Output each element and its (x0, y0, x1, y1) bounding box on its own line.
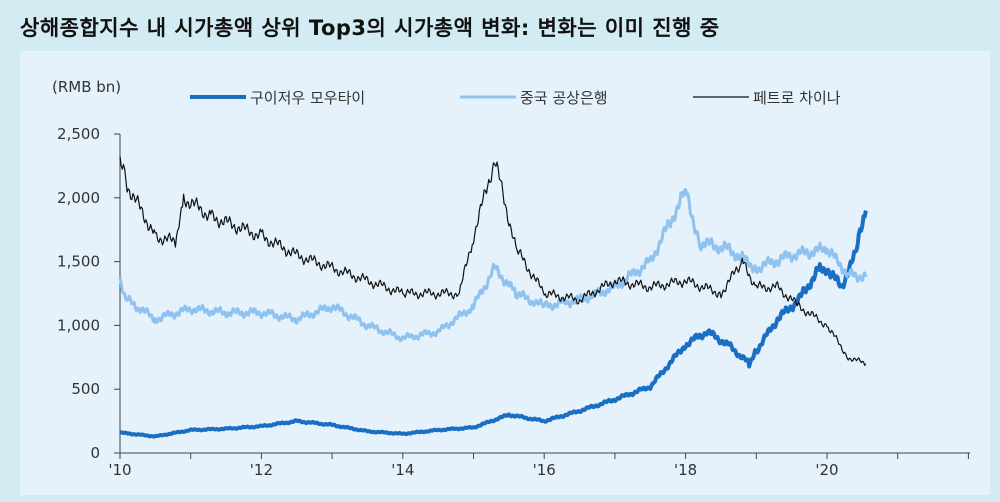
y-tick-label: 500 (71, 380, 100, 398)
y-tick-label: 2,500 (57, 125, 100, 143)
x-tick-label: '14 (391, 461, 414, 479)
x-tick-label: '18 (674, 461, 697, 479)
series-line-2 (119, 156, 867, 366)
legend-label-1: 중국 공상은행 (520, 89, 608, 107)
legend-label-2: 페트로 차이나 (753, 89, 841, 107)
legend-label-0: 구이저우 모우타이 (250, 89, 365, 107)
series-line-1 (118, 188, 868, 343)
y-tick-label: 2,000 (57, 189, 100, 207)
x-tick-label: '16 (533, 461, 556, 479)
page-title: 상해종합지수 내 시가총액 상위 Top3의 시가총액 변화: 변화는 이미 진… (20, 16, 720, 40)
x-tick-label: '20 (815, 461, 838, 479)
y-tick-label: 1,000 (57, 316, 100, 334)
series-line-0 (119, 210, 868, 439)
x-tick-label: '12 (250, 461, 273, 479)
x-tick-label: '10 (108, 461, 131, 479)
y-axis-unit: (RMB bn) (52, 78, 121, 96)
y-tick-label: 1,500 (57, 253, 100, 271)
y-tick-label: 0 (90, 444, 100, 462)
